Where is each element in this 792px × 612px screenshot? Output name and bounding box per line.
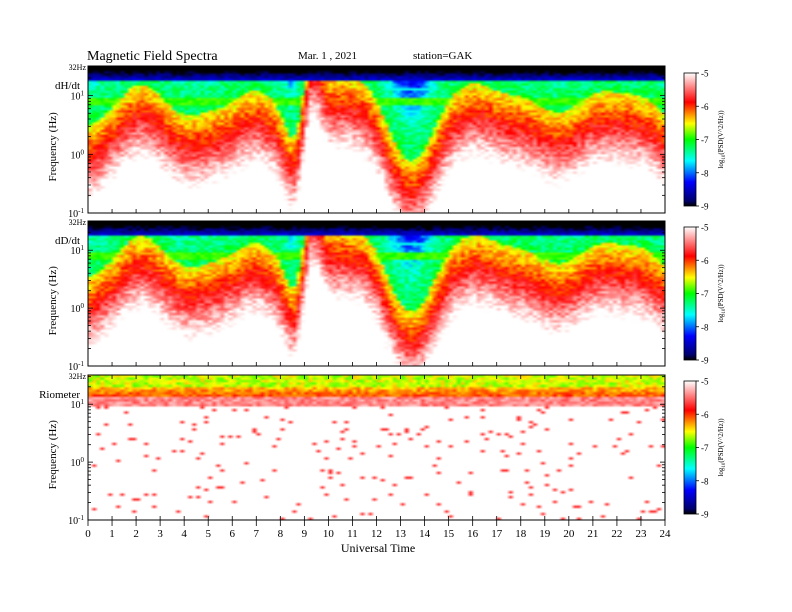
panel-label: dH/dt (55, 80, 80, 92)
x-tick-label: 20 (563, 528, 575, 540)
top-frequency-label: 32Hz (69, 372, 87, 381)
colorbar-tick-label: -9 (701, 356, 709, 366)
x-tick-label: 22 (611, 528, 622, 540)
x-tick-label: 24 (660, 528, 672, 540)
colorbar-label: log10(PSD(V^2/Hz)) (717, 418, 727, 477)
x-tick-label: 11 (347, 528, 358, 540)
colorbar-tick-label: -7 (701, 289, 709, 299)
y-axis-label: Frequency (Hz) (47, 112, 59, 182)
colorbar-label: log10(PSD(V^2/Hz)) (717, 110, 727, 169)
colorbar-3: -5 -6 -7 -8 -9 log10(PSD(V^2/Hz)) (683, 377, 727, 520)
x-tick-label: 14 (419, 528, 431, 540)
y-axis-label: Frequency (Hz) (47, 420, 59, 490)
x-tick-label: 17 (491, 528, 503, 540)
x-tick-label: 2 (133, 528, 139, 540)
colorbar-tick-label: -7 (701, 135, 709, 145)
colorbars: -5 -6 -7 -8 -9 log10(PSD(V^2/Hz)) -5 -6 -7 -8 -9 lo… (683, 69, 727, 520)
spectrogram-image (88, 221, 665, 366)
y-tick-label: 10-1 (68, 514, 84, 527)
station-label: station=GAK (413, 50, 472, 62)
x-tick-label: 15 (443, 528, 455, 540)
x-tick-label: 0 (85, 528, 91, 540)
colorbar-tick-label: -8 (701, 476, 709, 486)
y-tick-label: 100 (71, 148, 85, 161)
colorbar-tick-label: -6 (701, 256, 709, 266)
colorbar-tick-label: -8 (701, 168, 709, 178)
spectrogram-image (88, 66, 665, 213)
x-tick-label: 18 (515, 528, 527, 540)
top-frequency-label: 32Hz (69, 63, 87, 72)
y-tick-label: 100 (71, 456, 85, 469)
spectrogram-image (88, 375, 665, 520)
x-tick-label: 1 (109, 528, 115, 540)
colorbar-gradient (683, 226, 697, 361)
colorbar-2: -5 -6 -7 -8 -9 log10(PSD(V^2/Hz)) (683, 223, 727, 366)
x-tick-label: 4 (181, 528, 187, 540)
colorbar-tick-label: -6 (701, 410, 709, 420)
x-tick-label: 5 (205, 528, 211, 540)
x-axis-label: Universal Time (341, 541, 415, 555)
figure-title: Magnetic Field Spectra (87, 49, 218, 64)
x-tick-label: 6 (230, 528, 236, 540)
x-tick-label: 12 (371, 528, 382, 540)
x-tick-label: 19 (539, 528, 551, 540)
colorbar-label: log10(PSD(V^2/Hz)) (717, 264, 727, 323)
x-tick-label: 10 (323, 528, 335, 540)
colorbar-gradient (683, 380, 697, 515)
x-tick-label: 16 (467, 528, 479, 540)
panel-label: Riometer (39, 389, 80, 401)
x-tick-label: 9 (302, 528, 308, 540)
x-tick-label: 3 (157, 528, 163, 540)
colorbar-tick-label: -9 (701, 202, 709, 212)
colorbar-tick-label: -8 (701, 322, 709, 332)
x-axis: 0 1 2 3 4 5 6 7 8 9 10 11 12 13 14 15 16 17 18 19 20 21 22 23 24 (85, 520, 671, 540)
x-tick-label: 7 (254, 528, 260, 540)
colorbar-gradient (683, 72, 697, 207)
x-tick-label: 21 (587, 528, 598, 540)
y-tick-label: 100 (71, 302, 85, 315)
colorbar-1: -5 -6 -7 -8 -9 log10(PSD(V^2/Hz)) (683, 69, 727, 212)
colorbar-tick-label: -7 (701, 443, 709, 453)
x-tick-label: 23 (635, 528, 647, 540)
colorbar-tick-label: -5 (701, 223, 709, 233)
panel-label: dD/dt (55, 235, 80, 247)
x-tick-label: 13 (395, 528, 407, 540)
colorbar-tick-label: -6 (701, 102, 709, 112)
colorbar-tick-label: -5 (701, 69, 709, 79)
date-label: Mar. 1 , 2021 (298, 50, 357, 62)
x-tick-label: 8 (278, 528, 284, 540)
colorbar-tick-label: -5 (701, 377, 709, 387)
colorbar-tick-label: -9 (701, 510, 709, 520)
y-axis-label: Frequency (Hz) (47, 266, 59, 336)
top-frequency-label: 32Hz (69, 218, 87, 227)
